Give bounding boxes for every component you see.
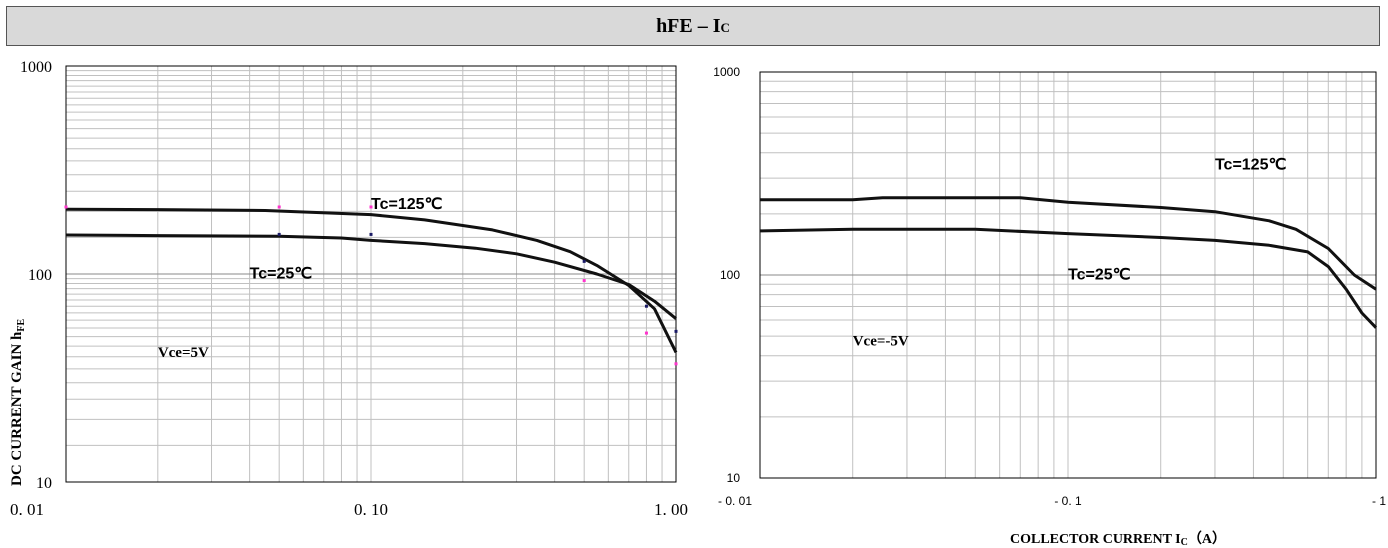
left-annotations: Tc=125℃ Tc=25℃ Vce=5V (158, 196, 443, 361)
x-tick-label: 0. 10 (354, 500, 388, 519)
right-chart: - 0. 01 - 0. 1 - 1 10 100 1000 Tc=125℃ Tc=25℃ V… (713, 65, 1386, 548)
chart-header: hFE – IC (6, 6, 1380, 46)
data-point-marker (674, 329, 678, 333)
right-annotations: Tc=125℃ Tc=25℃ Vce=-5V (853, 157, 1287, 350)
x-tick-label: - 0. 1 (1054, 494, 1082, 508)
data-point-marker (369, 205, 373, 209)
data-point-marker (369, 232, 373, 236)
header-title-subscript: C (720, 20, 730, 35)
y-tick-label: 100 (720, 268, 740, 282)
x-tick-label: 0. 01 (10, 500, 44, 519)
series-line-tc125 (65, 207, 678, 354)
x-tick-label: 1. 00 (654, 500, 688, 519)
y-tick-label: 10 (727, 471, 741, 485)
right-x-axis-label: COLLECTOR CURRENT IC（A） (1010, 531, 1226, 548)
data-point-marker (277, 232, 281, 236)
left-tick-labels: 0. 01 0. 10 1. 00 10 100 1000 (10, 59, 688, 519)
vce-annotation: Vce=5V (158, 345, 209, 361)
series-line-tc25 (759, 227, 1378, 329)
left-markers (64, 205, 678, 366)
data-point-marker (582, 259, 586, 263)
left-y-axis-label: DC CURRENT GAIN hFE (9, 319, 27, 486)
right-tick-labels: - 0. 01 - 0. 1 - 1 10 100 1000 (713, 65, 1386, 508)
right-plot-frame (759, 71, 1377, 479)
y-tick-label: 10 (36, 475, 52, 492)
series-annotation: Tc=125℃ (371, 196, 443, 213)
data-point-marker (644, 304, 648, 308)
data-point-marker (64, 205, 68, 209)
left-plot-frame (65, 65, 677, 483)
series-line-tc25 (65, 233, 677, 320)
left-series (65, 207, 678, 354)
y-tick-label: 100 (28, 267, 52, 284)
left-grid (66, 66, 676, 482)
series-annotation: Tc=125℃ (1215, 157, 1287, 174)
data-point-marker (277, 205, 281, 209)
data-point-marker (674, 362, 678, 366)
header-title: hFE – I (656, 15, 721, 37)
series-annotation: Tc=25℃ (1068, 267, 1131, 284)
data-point-marker (644, 331, 648, 335)
x-tick-label: - 1 (1372, 494, 1386, 508)
y-tick-label: 1000 (20, 59, 52, 76)
series-annotation: Tc=25℃ (250, 266, 313, 283)
y-tick-label: 1000 (713, 65, 740, 79)
series-line-tc125 (760, 196, 1377, 291)
vce-annotation: Vce=-5V (853, 333, 909, 349)
right-grid (760, 72, 1376, 478)
right-series (759, 196, 1378, 329)
left-chart: 0. 01 0. 10 1. 00 10 100 1000 Tc=125℃ Tc=25℃ Vc… (9, 59, 688, 519)
data-point-marker (582, 279, 586, 283)
x-tick-label: - 0. 01 (718, 494, 752, 508)
